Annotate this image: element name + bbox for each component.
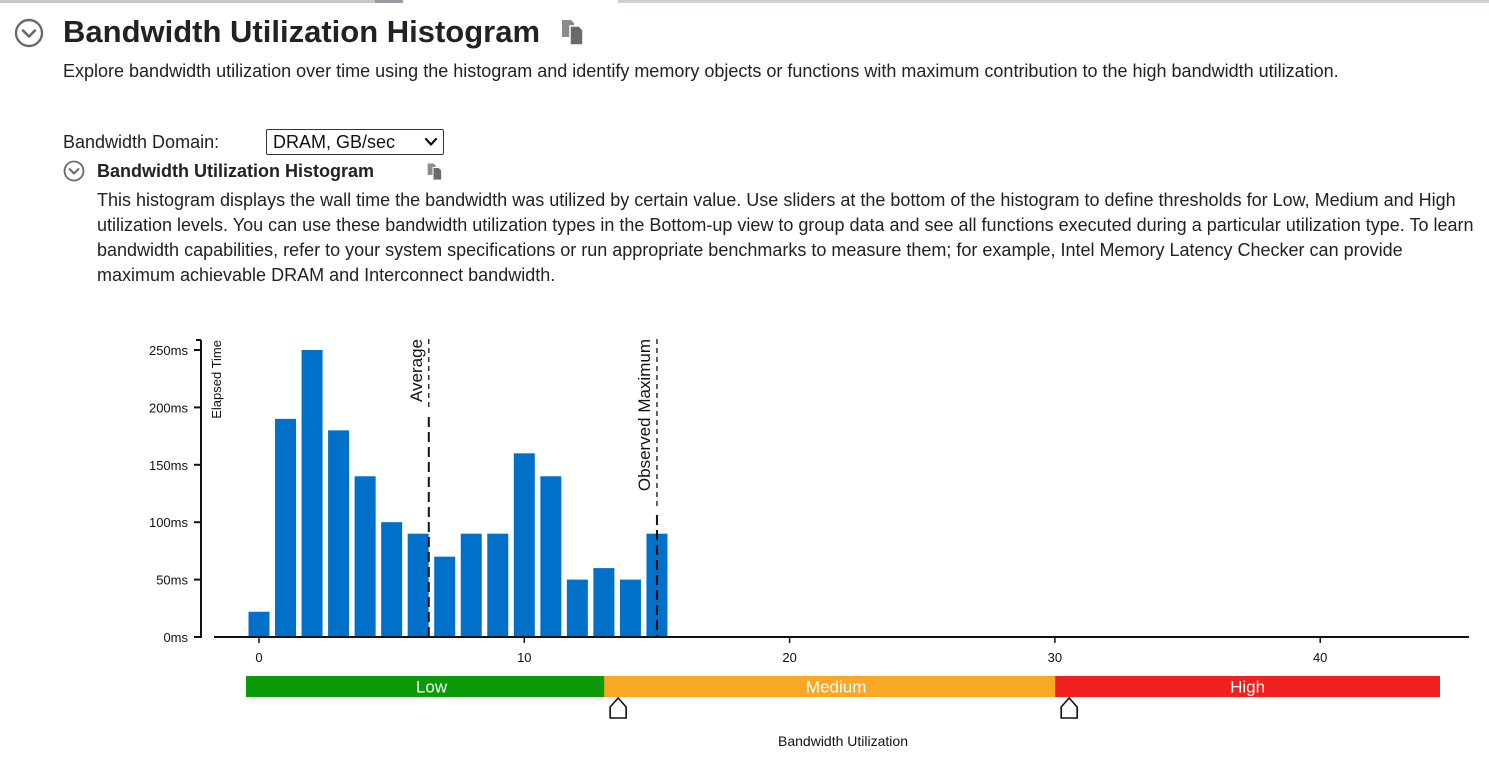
utilization-band-label: Low bbox=[416, 678, 448, 697]
y-axis-label: Elapsed Time bbox=[209, 340, 224, 419]
y-tick-label: 250ms bbox=[149, 343, 189, 358]
utilization-band-medium bbox=[604, 676, 1069, 697]
x-tick-label: 0 bbox=[255, 650, 262, 665]
x-axis-label: Bandwidth Utilization bbox=[778, 733, 908, 749]
domain-select-value: DRAM, GB/sec bbox=[273, 131, 396, 152]
x-tick-label: 20 bbox=[782, 650, 796, 665]
section-title: Bandwidth Utilization Histogram bbox=[97, 161, 374, 181]
copy-icon[interactable] bbox=[561, 18, 585, 51]
histogram-bar[interactable] bbox=[646, 533, 668, 637]
histogram-bar[interactable] bbox=[434, 556, 456, 637]
histogram-bar[interactable] bbox=[301, 350, 323, 637]
bandwidth-domain-select[interactable]: DRAM, GB/sec bbox=[266, 129, 444, 155]
collapse-subsection-button[interactable] bbox=[63, 160, 85, 182]
copy-icon[interactable] bbox=[427, 162, 443, 186]
histogram-bar[interactable] bbox=[487, 533, 509, 637]
histogram-bar[interactable] bbox=[566, 579, 588, 637]
y-tick-label: 200ms bbox=[149, 400, 189, 415]
histogram-bar[interactable] bbox=[275, 418, 297, 637]
histogram-bar[interactable] bbox=[248, 611, 270, 637]
observed-maximum-label: Observed Maximum bbox=[635, 339, 654, 491]
page-title: Bandwidth Utilization Histogram bbox=[63, 14, 541, 49]
utilization-band-low bbox=[246, 676, 618, 697]
average-label: Average bbox=[407, 339, 426, 402]
slider-handle-icon[interactable] bbox=[1060, 696, 1078, 719]
histogram-bar[interactable] bbox=[381, 522, 403, 637]
x-tick-label: 40 bbox=[1313, 650, 1327, 665]
x-tick-label: 10 bbox=[517, 650, 531, 665]
histogram-bar[interactable] bbox=[513, 453, 535, 637]
y-tick-label: 150ms bbox=[149, 458, 189, 473]
domain-label: Bandwidth Domain: bbox=[63, 132, 220, 152]
histogram-bar[interactable] bbox=[540, 476, 562, 637]
histogram-bar[interactable] bbox=[593, 568, 615, 637]
utilization-band-label: High bbox=[1230, 678, 1265, 697]
chevron-circle-down-icon bbox=[14, 18, 44, 48]
y-tick-label: 100ms bbox=[149, 515, 189, 530]
slider-handle-icon[interactable] bbox=[609, 696, 627, 719]
y-tick-label: 50ms bbox=[156, 573, 188, 588]
utilization-band-label: Medium bbox=[806, 678, 866, 697]
section-description: This histogram displays the wall time th… bbox=[97, 190, 1474, 285]
histogram-bar[interactable] bbox=[460, 533, 482, 637]
histogram-bar[interactable] bbox=[407, 533, 429, 637]
x-tick-label: 30 bbox=[1048, 650, 1062, 665]
chevron-down-icon bbox=[424, 137, 438, 146]
histogram-bar[interactable] bbox=[619, 579, 641, 637]
chevron-circle-down-icon bbox=[63, 160, 85, 182]
top-divider bbox=[0, 0, 1489, 4]
utilization-band-high bbox=[1055, 676, 1440, 697]
collapse-section-button[interactable] bbox=[14, 18, 44, 48]
y-tick-label: 0ms bbox=[163, 630, 188, 645]
histogram-bar[interactable] bbox=[354, 476, 376, 637]
histogram-bar[interactable] bbox=[328, 430, 350, 637]
page-description: Explore bandwidth utilization over time … bbox=[63, 61, 1339, 81]
